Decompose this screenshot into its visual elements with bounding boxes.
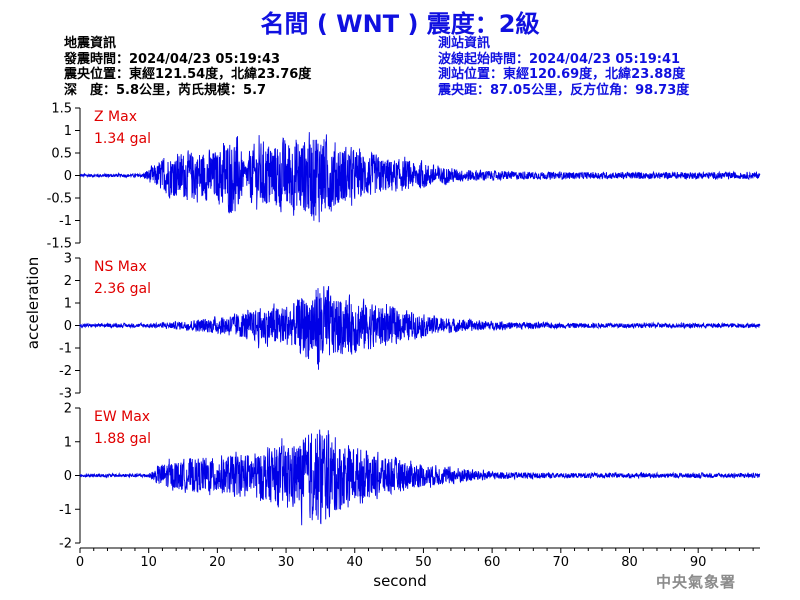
quake-info-block: 地震資訊 發震時間：2024/04/23 05:19:43 震央位置：東經121…: [64, 36, 311, 98]
x-tick-label: 90: [690, 555, 707, 570]
max-value-ew: 1.88 gal: [94, 431, 151, 447]
epicenter-location: 震央位置：東經121.54度，北緯23.76度: [64, 67, 312, 82]
x-tick-label: 70: [553, 555, 570, 570]
waveform-trace-z: [79, 132, 761, 223]
origin-time: 發震時間：2024/04/23 05:19:43: [64, 51, 281, 67]
agency-credit: 中央氣象署: [656, 573, 737, 591]
y-tick-label: 2: [64, 402, 72, 417]
station-location: 測站位置：東經120.69度，北緯23.88度: [438, 67, 686, 82]
y-tick-label: 1: [64, 297, 72, 312]
y-tick-label: 0.5: [51, 147, 72, 162]
y-axis-label: acceleration: [24, 257, 42, 349]
x-tick-label: 50: [415, 555, 432, 570]
wave-start-time: 波線起始時間：2024/04/23 05:19:41: [438, 51, 681, 67]
station-info-heading: 測站資訊: [438, 36, 491, 51]
x-tick-label: 20: [209, 555, 226, 570]
waveform-trace-ns: [79, 286, 761, 370]
y-tick-label: -2: [59, 537, 72, 552]
max-label-ns: NS Max: [94, 259, 147, 275]
max-value-z: 1.34 gal: [94, 131, 151, 147]
waveform-trace-ew: [79, 429, 761, 526]
x-axis-label: second: [373, 572, 427, 590]
y-tick-label: 2: [64, 274, 72, 289]
y-tick-label: -1: [59, 342, 72, 357]
x-tick-label: 60: [484, 555, 501, 570]
y-tick-label: -1.5: [47, 237, 72, 252]
station-info-block: 測站資訊 波線起始時間：2024/04/23 05:19:41 測站位置：東經1…: [438, 36, 689, 98]
y-tick-label: -3: [59, 387, 72, 402]
y-tick-label: 0: [64, 469, 72, 484]
max-label-z: Z Max: [94, 109, 137, 125]
y-tick-label: 1: [64, 435, 72, 450]
y-tick-label: -2: [59, 364, 72, 379]
y-tick-label: 0: [64, 319, 72, 334]
y-tick-label: -1: [59, 503, 72, 518]
depth-magnitude: 深 度：5.8公里，芮氏規模：5.7: [64, 82, 267, 98]
x-tick-label: 0: [76, 555, 84, 570]
x-tick-label: 30: [278, 555, 295, 570]
x-tick-label: 80: [621, 555, 638, 570]
max-label-ew: EW Max: [94, 409, 150, 425]
y-tick-label: -1: [59, 214, 72, 229]
y-tick-label: 1: [64, 124, 72, 139]
y-tick-label: 3: [64, 252, 72, 267]
y-tick-label: 1.5: [51, 102, 72, 117]
distance-azimuth: 震央距：87.05公里，反方位角：98.73度: [438, 82, 690, 98]
max-value-ns: 2.36 gal: [94, 281, 151, 297]
quake-info-heading: 地震資訊: [64, 36, 117, 51]
y-tick-label: 0: [64, 169, 72, 184]
x-tick-label: 40: [346, 555, 363, 570]
y-tick-label: -0.5: [47, 192, 72, 207]
page-title: 名間 ( WNT ) 震度：2級: [260, 10, 540, 38]
x-tick-label: 10: [140, 555, 157, 570]
